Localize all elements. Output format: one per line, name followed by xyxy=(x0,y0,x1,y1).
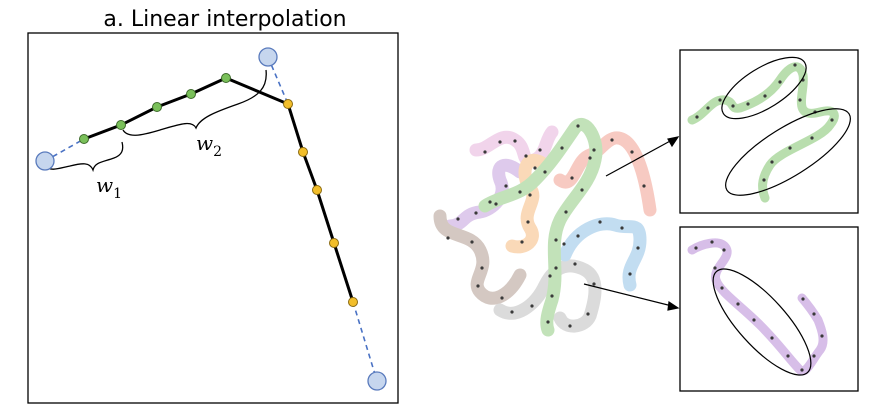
brace-w2 xyxy=(122,69,267,136)
zoom-panel-top xyxy=(679,49,859,214)
callout-arrow-bottom xyxy=(583,283,673,307)
highlight-ellipse-upper xyxy=(721,56,807,120)
yellow-point xyxy=(283,99,293,109)
callout-arrowhead-top xyxy=(667,136,680,148)
green-point xyxy=(221,73,231,83)
panel-title: a. Linear interpolation xyxy=(103,7,346,32)
yellow-points xyxy=(283,99,358,307)
dashed-segment-start xyxy=(44,138,85,162)
trajectory-pink xyxy=(469,125,559,168)
zoom-trajectory-green xyxy=(687,62,839,203)
callout-arrowhead-bottom xyxy=(667,300,680,311)
zoom-panel-bottom xyxy=(679,226,859,392)
highlight-ellipse-lower xyxy=(725,108,851,196)
anchor-node-peak xyxy=(258,47,278,67)
interpolated-path xyxy=(83,76,355,303)
trajectory-green xyxy=(478,118,603,337)
panel-frame xyxy=(27,32,399,404)
green-point xyxy=(79,134,89,144)
green-point xyxy=(116,120,126,130)
zoom-panel-bottom-frame xyxy=(679,226,859,392)
brace-w1 xyxy=(45,141,124,173)
label-w1: w1 xyxy=(96,173,122,202)
dashed-segment-end xyxy=(352,301,378,382)
yellow-point xyxy=(348,297,358,307)
trajectory-red xyxy=(553,131,657,217)
zoom-top-points xyxy=(695,63,834,182)
trajectory-cluster xyxy=(433,118,657,337)
callout-arrows xyxy=(583,136,680,311)
trajectory-blue xyxy=(558,217,647,292)
green-points xyxy=(79,73,231,144)
green-point xyxy=(186,89,196,99)
anchor-node-end xyxy=(367,371,387,391)
label-w2: w2 xyxy=(196,131,222,160)
trajectory-gray xyxy=(493,259,602,333)
panel-linear-interpolation: a. Linear interpolation w1 w2 xyxy=(27,7,399,404)
highlight-ellipse-bottom xyxy=(712,268,812,376)
trajectory-cluster-points xyxy=(446,124,646,328)
yellow-point xyxy=(329,238,339,248)
zoom-trajectory-purple xyxy=(687,238,828,376)
trajectory-orange xyxy=(505,153,552,254)
yellow-point xyxy=(312,185,322,195)
yellow-point xyxy=(298,147,308,157)
zoom-bottom-points xyxy=(694,240,824,372)
callout-arrow-top xyxy=(605,139,673,177)
trajectory-brown xyxy=(433,209,527,305)
green-point xyxy=(152,102,162,112)
anchor-node-start xyxy=(35,151,55,171)
